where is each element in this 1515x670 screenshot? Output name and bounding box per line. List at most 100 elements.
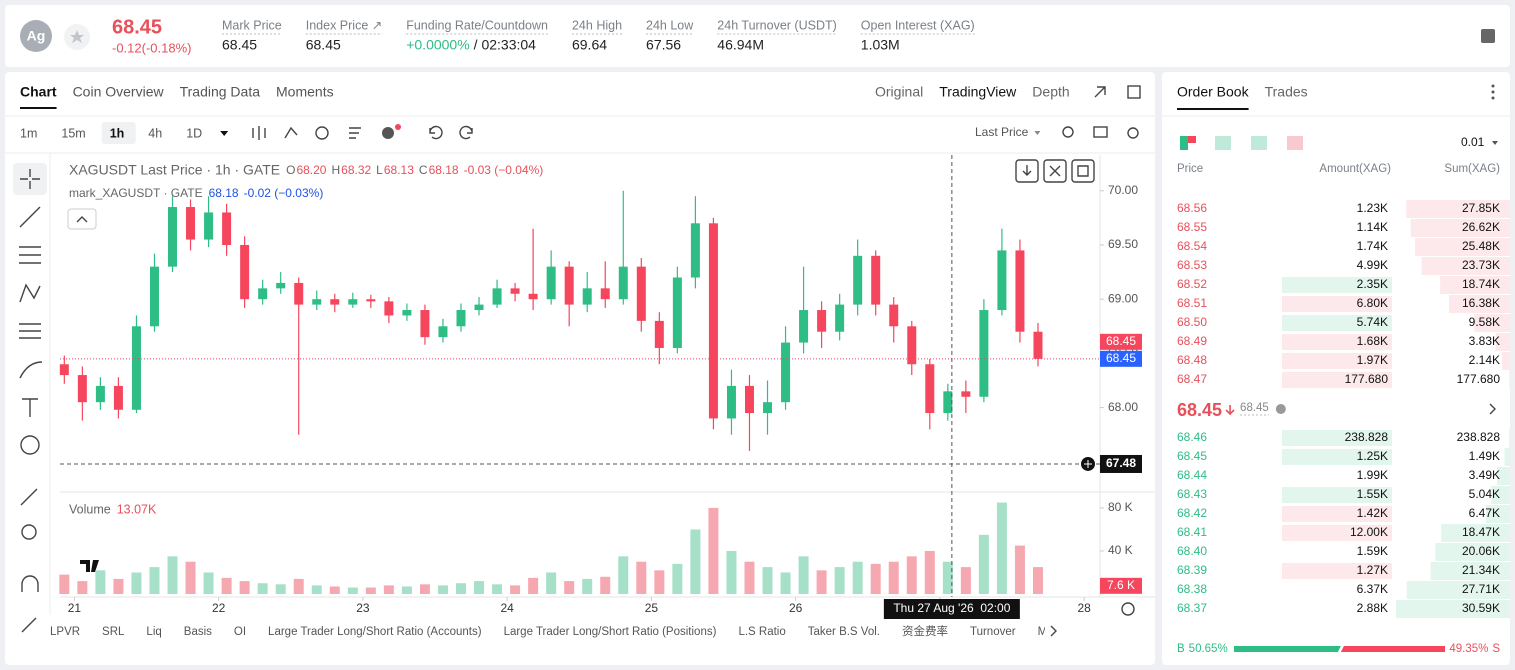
book-price[interactable]: 68.41 xyxy=(1177,525,1207,539)
book-mode-icon[interactable] xyxy=(1215,136,1231,150)
measure-tool[interactable] xyxy=(19,323,41,339)
line-tool[interactable] xyxy=(19,206,41,228)
text-tool[interactable] xyxy=(22,398,38,417)
book-price[interactable]: 68.43 xyxy=(1177,487,1207,501)
book-tab[interactable]: Order Book xyxy=(1177,84,1250,100)
legend-toggle[interactable] xyxy=(67,208,97,230)
indicator-tab[interactable]: LPVR xyxy=(50,626,80,638)
indicator-tab[interactable]: MA xyxy=(1038,626,1056,638)
indicator-tab[interactable]: Taker B.S Vol. xyxy=(808,626,880,638)
chart-tab[interactable]: Coin Overview xyxy=(73,84,165,100)
book-price[interactable]: 68.49 xyxy=(1177,334,1207,348)
chart-tab[interactable]: Chart xyxy=(20,84,57,100)
book-more[interactable] xyxy=(1489,403,1496,415)
pen-tool[interactable] xyxy=(21,617,37,633)
interval[interactable]: 15m xyxy=(61,126,85,140)
book-price[interactable]: 68.40 xyxy=(1177,544,1207,558)
search-button[interactable] xyxy=(1062,126,1074,138)
indicator-tab[interactable]: Turnover xyxy=(970,626,1016,638)
book-price[interactable]: 68.56 xyxy=(1177,201,1207,215)
book-price[interactable]: 68.55 xyxy=(1177,220,1207,234)
interval[interactable]: 1D xyxy=(186,126,202,140)
interval[interactable]: 1h xyxy=(110,126,125,140)
indicator-next[interactable] xyxy=(1050,625,1057,637)
add-button[interactable] xyxy=(382,127,394,139)
view-tab[interactable]: TradingView xyxy=(939,84,1017,100)
template-button[interactable] xyxy=(349,127,361,139)
scroll-button[interactable] xyxy=(1015,159,1039,183)
menu-dot[interactable] xyxy=(1491,96,1495,100)
book-mode-icon[interactable] xyxy=(1188,136,1196,143)
book-price[interactable]: 68.38 xyxy=(1177,582,1207,596)
menu-dot[interactable] xyxy=(1491,90,1495,94)
camera-button[interactable] xyxy=(1093,126,1108,138)
fib-tool[interactable] xyxy=(19,246,41,264)
interval[interactable]: 1m xyxy=(20,126,37,140)
undo-button[interactable] xyxy=(429,125,443,140)
replay-button[interactable] xyxy=(315,126,329,140)
ruler-tool[interactable] xyxy=(20,488,38,506)
book-price[interactable]: 68.51 xyxy=(1177,296,1207,310)
crosshair-price-badge xyxy=(1100,454,1142,473)
chart-tab[interactable]: Trading Data xyxy=(180,84,261,100)
indicator-tab[interactable]: Large Trader Long/Short Ratio (Accounts) xyxy=(268,626,482,638)
brush-tool[interactable] xyxy=(19,361,43,379)
cursor-tool[interactable] xyxy=(13,163,47,195)
book-price[interactable]: 68.54 xyxy=(1177,239,1207,253)
indicator-tab[interactable]: Large Trader Long/Short Ratio (Positions… xyxy=(504,626,717,638)
settings-button[interactable] xyxy=(1127,127,1139,139)
book-precision[interactable]: 0.01 xyxy=(1461,135,1485,149)
view-tab[interactable]: Original xyxy=(875,84,923,100)
candle-body xyxy=(1015,250,1025,332)
indicator-tab[interactable]: Liq xyxy=(146,626,161,638)
book-mode-icon[interactable] xyxy=(1287,136,1303,150)
book-icon[interactable] xyxy=(1481,29,1495,43)
pattern-tool[interactable] xyxy=(19,283,41,303)
book-tab[interactable]: Trades xyxy=(1265,84,1308,100)
book-sum: 21.34K xyxy=(1462,563,1500,577)
header-change: -0.12(-0.18%) xyxy=(112,40,191,55)
book-price[interactable]: 68.42 xyxy=(1177,506,1207,520)
book-price[interactable]: 68.50 xyxy=(1177,315,1207,329)
magnet-tool[interactable] xyxy=(21,575,39,592)
book-price[interactable]: 68.37 xyxy=(1177,601,1207,615)
legend-key: H xyxy=(331,163,340,177)
indicator-tab[interactable]: SRL xyxy=(102,626,125,638)
candle-body xyxy=(961,391,971,397)
book-mode-icon[interactable] xyxy=(1251,136,1267,150)
interval[interactable]: 4h xyxy=(148,126,162,140)
indicator-button[interactable] xyxy=(284,126,298,139)
price-source[interactable]: Last Price xyxy=(975,125,1029,139)
expand-button[interactable] xyxy=(1094,86,1106,98)
book-price[interactable]: 68.39 xyxy=(1177,563,1207,577)
collapse-button[interactable] xyxy=(1043,159,1067,183)
emoji-tool[interactable] xyxy=(20,435,40,455)
book-price[interactable]: 68.53 xyxy=(1177,258,1207,272)
book-price[interactable]: 68.52 xyxy=(1177,277,1207,291)
crosshair-price-label: 67.48 xyxy=(1106,456,1136,470)
view-tab[interactable]: Depth xyxy=(1032,84,1069,100)
volume-bar xyxy=(419,584,430,594)
indicator-tab[interactable]: OI xyxy=(234,626,246,638)
buy-bar xyxy=(1234,646,1341,652)
axis-settings[interactable] xyxy=(1121,602,1135,616)
window-button[interactable] xyxy=(1127,85,1141,99)
candle-type[interactable] xyxy=(252,126,266,140)
redo-button[interactable] xyxy=(459,125,473,140)
indicator-tab[interactable]: L.S Ratio xyxy=(738,626,785,638)
zoom-tool[interactable] xyxy=(21,524,37,540)
book-amount: 1.97K xyxy=(1357,353,1388,367)
book-price[interactable]: 68.45 xyxy=(1177,449,1207,463)
indicator-tab[interactable]: Basis xyxy=(184,626,212,638)
indicator-tab[interactable]: 资金费率 xyxy=(902,624,948,638)
book-mode-icon[interactable] xyxy=(1180,136,1188,150)
book-price[interactable]: 68.48 xyxy=(1177,353,1207,367)
book-price[interactable]: 68.46 xyxy=(1177,430,1207,444)
book-price[interactable]: 68.47 xyxy=(1177,372,1207,386)
book-price[interactable]: 68.44 xyxy=(1177,468,1207,482)
chart-tab[interactable]: Moments xyxy=(276,84,334,100)
last-price-label: 68.45 xyxy=(1106,334,1136,348)
menu-dot[interactable] xyxy=(1491,84,1495,88)
depth-bar xyxy=(1435,543,1510,561)
reset-button[interactable] xyxy=(1071,159,1095,183)
